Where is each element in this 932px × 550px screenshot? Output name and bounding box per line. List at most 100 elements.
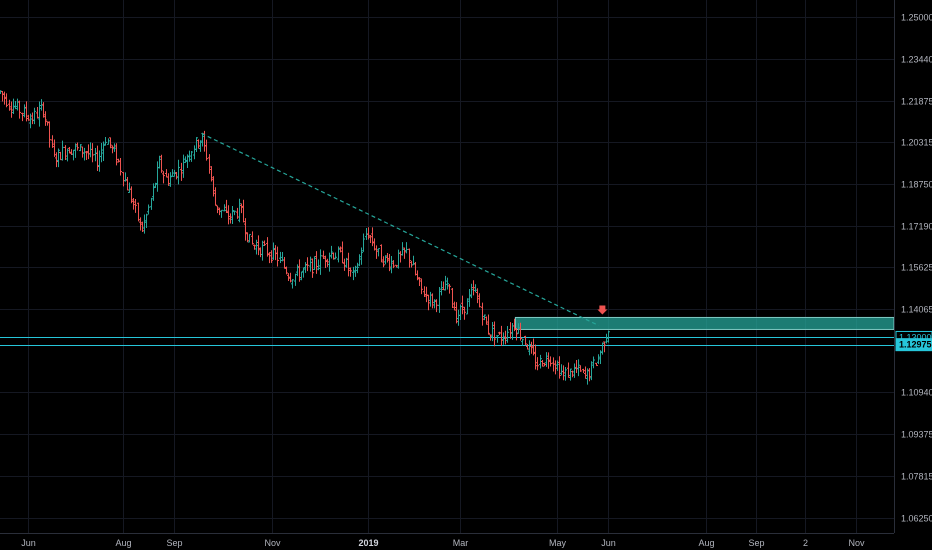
ohlc-bar [322,250,325,259]
ohlc-bar [167,173,170,186]
ohlc-bar [188,150,191,162]
ohlc-bar [8,99,11,111]
grid-lines [0,0,894,533]
ohlc-bar [317,259,320,271]
ohlc-bar [309,256,312,272]
y-tick-label: 1.23440 [901,55,932,65]
ohlc-bar [21,112,24,122]
resistance-zone [514,316,895,330]
ohlc-bar [332,252,335,260]
ohlc-bar [201,132,204,147]
ohlc-bar [36,106,39,119]
ohlc-bar [451,287,454,309]
ohlc-bar [536,357,539,371]
ohlc-bar [408,248,411,268]
ohlc-bar [33,107,36,125]
ohlc-bar [216,205,219,214]
ohlc-bar [435,299,438,313]
ohlc-bar [242,199,245,223]
ohlc-bar [440,281,443,296]
marker-layer [597,305,608,315]
x-tick-label: Nov [264,538,281,548]
ohlc-bar [251,231,254,245]
ohlc-bar [109,137,112,149]
ohlc-bar [599,350,602,364]
ohlc-bar [601,342,604,355]
ohlc-bar [255,239,258,255]
ohlc-bar [349,267,352,277]
ohlc-bar [177,159,180,185]
ohlc-bar [283,257,286,269]
ohlc-bar [272,242,275,260]
ohlc-bar [362,233,365,252]
ohlc-bar [390,255,393,274]
ohlc-bar [461,295,464,315]
ohlc-bar [360,247,363,265]
ohlc-bar [541,360,544,367]
ohlc-bar [524,335,527,346]
ohlc-bar [14,101,17,110]
ohlc-bar [392,260,395,269]
y-tick-label: 1.06250 [901,514,932,524]
ohlc-bar [558,356,561,379]
ohlc-bar [5,93,8,108]
ohlc-bar [487,314,490,335]
x-tick-label: Aug [698,538,714,548]
ohlc-bar [1,90,4,102]
ohlc-bar [139,217,142,231]
ohlc-bar [416,270,419,281]
ohlc-bar [240,203,243,214]
ohlc-bar [515,327,518,341]
ohlc-bar [53,139,56,157]
ohlc-bar [171,169,174,177]
ohlc-bar [134,198,137,213]
ohlc-bar [605,333,608,344]
ohlc-bar [433,299,436,309]
ohlc-bar [300,271,303,281]
ohlc-bar [423,286,426,297]
ohlc-bar [478,293,481,308]
ohlc-bar [412,255,415,266]
y-tick-label: 1.21875 [901,97,932,107]
ohlc-bar [472,280,475,296]
ohlc-bar [279,251,282,263]
ohlc-bar [287,273,290,282]
ohlc-bar [306,257,309,272]
ohlc-bar [3,91,6,105]
ohlc-bar [38,101,41,127]
ohlc-bar [377,248,380,257]
ohlc-bar [562,365,565,381]
ohlc-bar [244,218,247,241]
ohlc-bar [154,182,157,188]
ohlc-bar [298,259,301,282]
ohlc-bar [208,154,211,174]
ohlc-bar [85,151,88,160]
ohlc-bar [509,322,512,339]
ohlc-bar [132,197,135,210]
x-tick-label: Sep [748,538,764,548]
x-tick-label: Aug [115,538,131,548]
ohlc-bar [403,247,406,259]
ohlc-bar [367,227,370,240]
ohlc-bar [180,162,183,181]
ohlc-bar [315,251,318,274]
ohlc-bar [564,367,567,381]
ohlc-bar [569,368,572,381]
ohlc-bar [496,335,499,343]
ohlc-bar [289,272,292,283]
ohlc-bar [61,140,64,161]
ohlc-bar [257,235,260,256]
time-axis[interactable]: Jun Aug Sep Nov 2019 Mar May Jun Aug Sep 2 Nov [21,538,865,548]
ohlc-bar [190,151,193,162]
ohlc-bar [304,262,307,273]
ohlc-bar [270,250,273,263]
ohlc-bar [195,137,198,153]
ohlc-bar [119,158,122,176]
ohlc-bar [126,177,129,191]
price-axis[interactable]: 1.25000 1.23440 1.21875 1.20315 1.18750 1.171… [901,13,932,524]
ohlc-bar [137,202,140,222]
ohlc-bar [573,363,576,378]
ohlc-bar [296,264,299,277]
ohlc-bar [528,340,531,356]
